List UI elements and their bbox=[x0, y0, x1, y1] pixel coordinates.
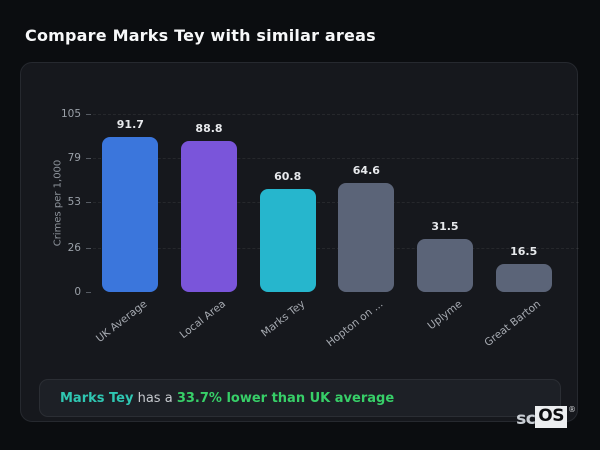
gridline bbox=[93, 158, 579, 160]
y-tick-mark bbox=[86, 202, 91, 204]
logo-prefix: sc bbox=[516, 409, 536, 429]
x-axis-label-great-barton: Great Barton bbox=[482, 298, 544, 350]
y-tick-label: 53 bbox=[67, 196, 81, 209]
y-tick-label: 105 bbox=[60, 108, 81, 120]
bar-local-area[interactable] bbox=[180, 141, 237, 292]
bar-value-label: 88.8 bbox=[195, 122, 223, 136]
summary-stat: 33.7% lower than UK average bbox=[176, 390, 395, 406]
bar-value-label: 60.8 bbox=[274, 169, 302, 183]
y-tick-mark bbox=[86, 114, 91, 115]
scos-logo: sc OS ® bbox=[516, 406, 576, 428]
bar-uk-average[interactable] bbox=[102, 136, 159, 292]
x-axis-label-local-area: Local Area bbox=[177, 298, 229, 342]
bar-value-label: 91.7 bbox=[116, 117, 144, 131]
x-axis-label-uk-average: UK Average bbox=[94, 298, 150, 346]
bar-uplyme[interactable] bbox=[416, 238, 473, 292]
summary-connector: has a bbox=[133, 390, 177, 406]
logo-box: OS bbox=[535, 406, 567, 428]
bar-value-label: 64.6 bbox=[352, 163, 380, 177]
y-tick-label: 79 bbox=[67, 152, 81, 165]
bar-slot-marks-tey: 60.8 bbox=[248, 114, 327, 292]
bar-great-barton[interactable] bbox=[495, 264, 552, 292]
y-tick-mark bbox=[86, 247, 91, 249]
gridline bbox=[93, 114, 579, 115]
bar-value-label: 31.5 bbox=[431, 219, 459, 233]
y-tick-label: 0 bbox=[74, 286, 81, 298]
x-axis-label-marks-tey: Marks Tey bbox=[258, 298, 308, 340]
bar-marks-tey[interactable] bbox=[259, 188, 316, 292]
comparison-chart-card: Crimes per 1,000 UK Average 91.7 Local Are… bbox=[20, 62, 579, 422]
page-title: Compare Marks Tey with similar areas bbox=[25, 26, 376, 45]
gridline bbox=[93, 247, 579, 249]
x-axis-label-uplyme: Uplyme bbox=[425, 298, 465, 333]
y-tick-mark bbox=[86, 292, 91, 293]
y-tick-mark bbox=[86, 158, 91, 160]
gridline bbox=[93, 202, 579, 204]
bar-slot-uplyme: 31.5 bbox=[406, 114, 485, 292]
bar-slot-great-barton: 16.5 bbox=[484, 114, 563, 292]
bar-slot-hopton-on: 64.6 bbox=[327, 114, 406, 292]
bar-slot-local-area: 88.8 bbox=[170, 114, 249, 292]
plot-area: UK Average 91.7 Local Area 88.8 Marks Tey 60.… bbox=[91, 114, 579, 349]
summary-area-name: Marks Tey bbox=[60, 390, 134, 406]
summary-note: Marks Tey has a 33.7% lower than UK aver… bbox=[39, 379, 561, 417]
x-axis-label-hopton-on: Hopton on ... bbox=[324, 298, 386, 350]
bar-value-label: 16.5 bbox=[510, 245, 538, 259]
y-tick-label: 26 bbox=[67, 241, 81, 254]
bar-chart: Crimes per 1,000 UK Average 91.7 Local Are… bbox=[21, 63, 579, 421]
registered-trademark-icon: ® bbox=[568, 405, 576, 414]
bar-slot-uk-average: 91.7 bbox=[91, 114, 170, 292]
bar-hopton-on[interactable] bbox=[338, 182, 395, 292]
